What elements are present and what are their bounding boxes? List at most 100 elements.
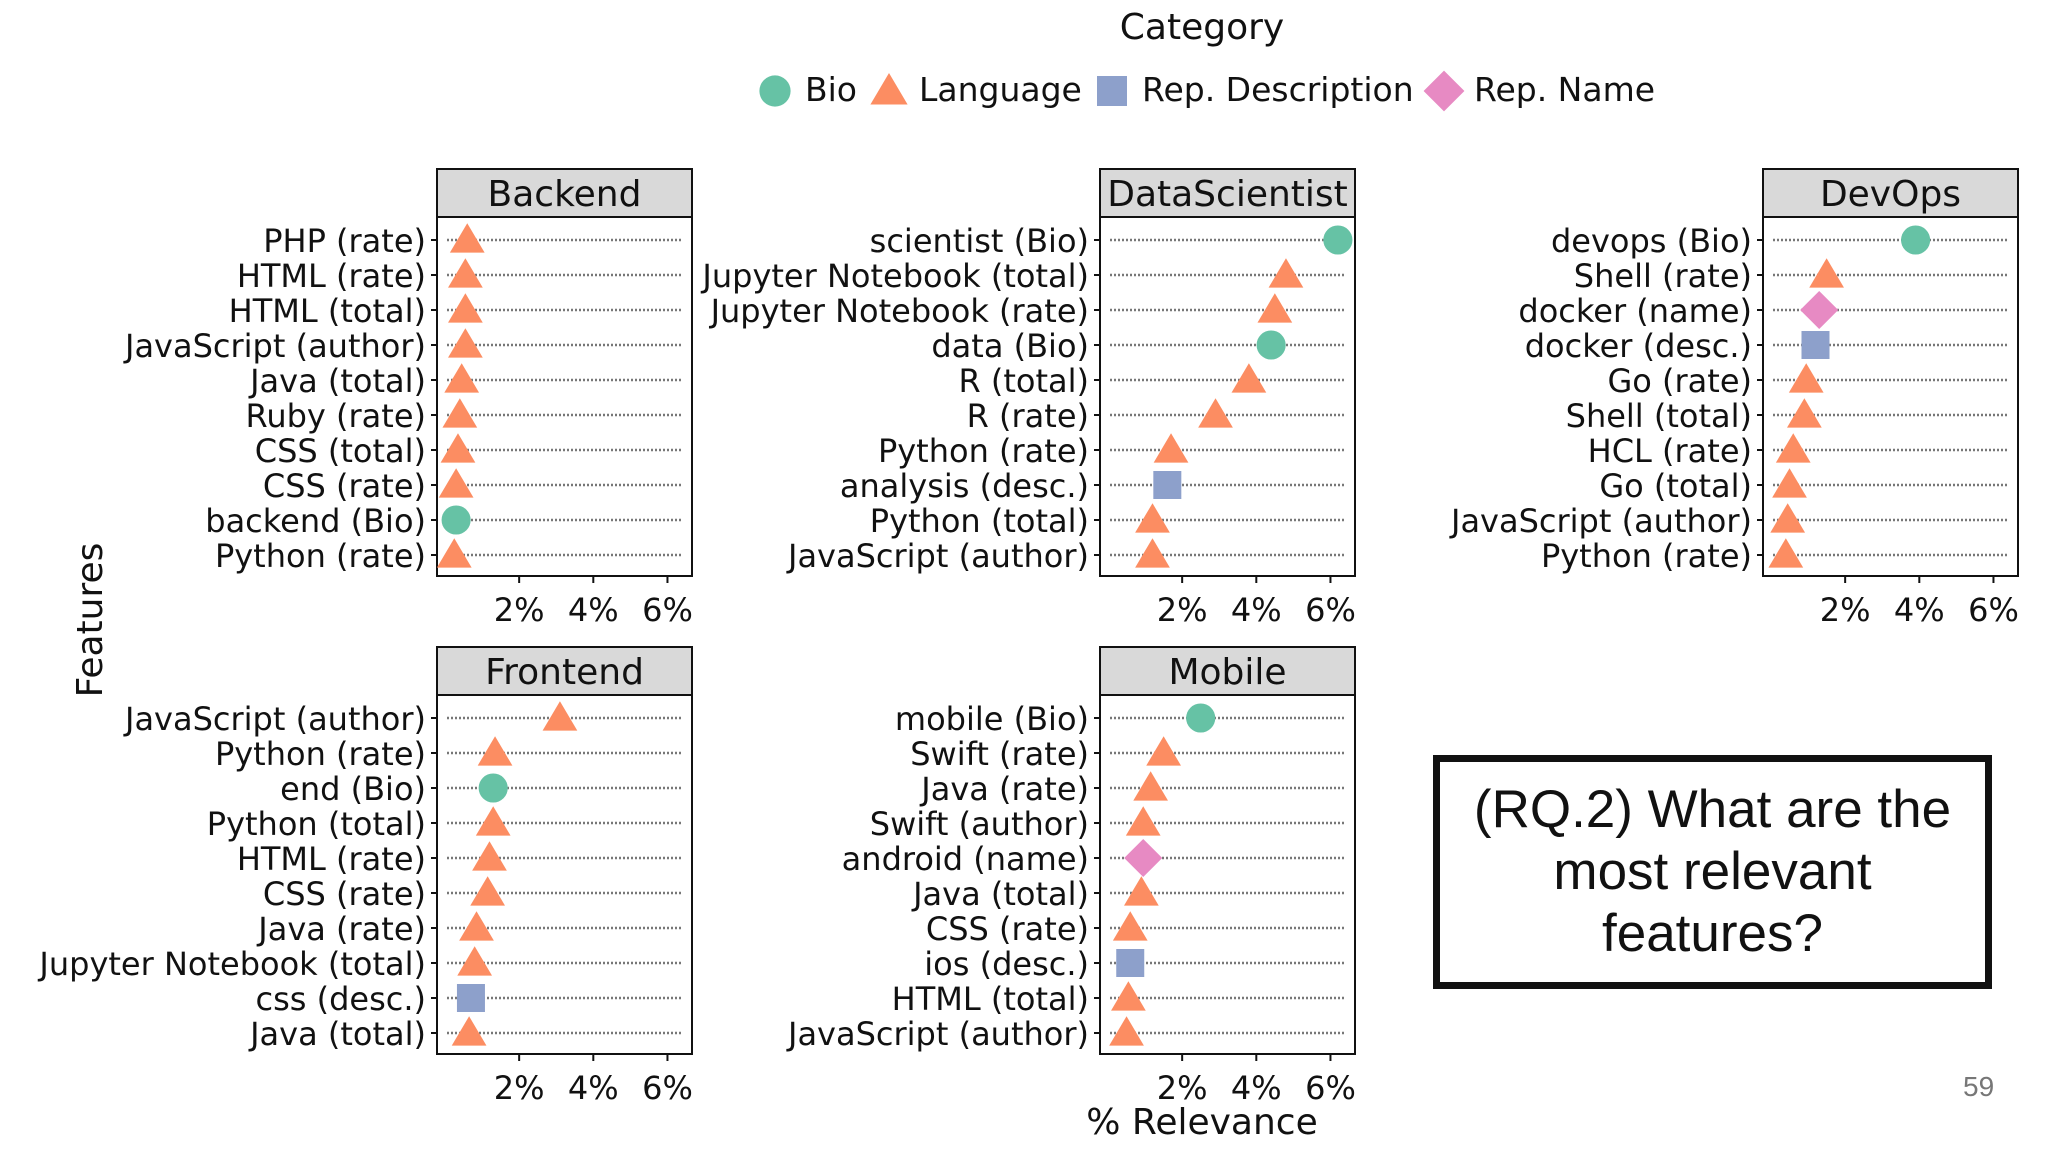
feature-label: docker (name) [1518, 292, 1752, 330]
legend-label: Language [919, 70, 1082, 109]
data-point [457, 946, 493, 976]
x-axis-label: % Relevance [1086, 1102, 1317, 1143]
panel-title: Mobile [1168, 652, 1286, 693]
feature-label: backend (Bio) [205, 502, 426, 540]
data-point [1323, 225, 1353, 255]
feature-label: analysis (desc.) [840, 467, 1089, 505]
data-point [1109, 1016, 1144, 1046]
x-tick-label: 2% [1820, 591, 1871, 629]
feature-label: Jupyter Notebook (rate) [709, 292, 1089, 330]
feature-label: Shell (rate) [1574, 257, 1752, 295]
data-point [438, 468, 474, 498]
feature-label: Java (rate) [256, 910, 426, 948]
panel-title: Backend [488, 174, 642, 215]
research-question-text: (RQ.2) What are the most relevant featur… [1473, 780, 1952, 963]
legend: Category Bio Language Rep. Description Rep. … [759, 7, 1655, 112]
data-point [441, 505, 471, 535]
data-point [1112, 911, 1148, 941]
feature-label: JavaScript (author) [123, 700, 426, 738]
feature-label: JavaScript (author) [786, 537, 1089, 575]
data-point [1116, 949, 1145, 977]
feature-label: Python (total) [207, 805, 426, 843]
data-point [456, 984, 485, 1012]
panel-strip [436, 168, 693, 218]
data-point [1231, 363, 1267, 393]
data-point [1135, 538, 1170, 568]
legend-marker [1097, 76, 1127, 106]
feature-label: PHP (rate) [263, 222, 426, 260]
data-point [1186, 703, 1216, 733]
data-point [1257, 293, 1293, 323]
data-point [1111, 981, 1146, 1011]
data-point [1146, 736, 1181, 766]
legend-marker [759, 75, 791, 107]
x-tick-label: 6% [1968, 591, 2019, 629]
data-point [459, 911, 494, 941]
legend-label: Rep. Name [1474, 70, 1655, 109]
x-tick-label: 2% [494, 591, 545, 629]
feature-label: Jupyter Notebook (total) [700, 257, 1089, 295]
data-point [478, 773, 508, 803]
panel-backend: Backend 2% 4% 6% PHP (rate)HTML (rate)HTML (… [123, 168, 693, 629]
data-point [1135, 503, 1170, 533]
feature-label: mobile (Bio) [895, 700, 1089, 738]
data-point [1768, 538, 1804, 568]
panel-title: DataScientist [1107, 174, 1348, 215]
data-point [1133, 771, 1168, 801]
data-point [1801, 331, 1830, 359]
data-point [1770, 503, 1806, 533]
panel-mobile: Mobile 2% 4% 6% mobile (Bio)Swift (rate) Java… [786, 646, 1356, 1107]
data-point [1772, 468, 1807, 498]
feature-label: android (name) [842, 840, 1089, 878]
feature-label: HCL (rate) [1588, 432, 1752, 470]
panel-frame [1762, 216, 2019, 577]
data-point [470, 876, 505, 906]
data-point [1125, 806, 1161, 836]
feature-label: Ruby (rate) [246, 397, 426, 435]
feature-label: end (Bio) [280, 770, 426, 808]
feature-label: CSS (rate) [263, 875, 426, 913]
feature-label: HTML (rate) [237, 257, 426, 295]
x-tick-label: 6% [642, 591, 693, 629]
feature-label: scientist (Bio) [870, 222, 1089, 260]
panel-frame [1099, 216, 1356, 577]
x-tick-label: 2% [1157, 591, 1208, 629]
data-point [1153, 433, 1189, 463]
feature-label: Python (rate) [215, 735, 426, 773]
legend-item-rep-description: Rep. Description [1097, 70, 1414, 109]
feature-label: Jupyter Notebook (total) [37, 945, 426, 983]
feature-label: Swift (rate) [910, 735, 1089, 773]
data-point [449, 223, 485, 253]
data-point [1809, 258, 1844, 288]
data-point [448, 258, 483, 288]
feature-label: css (desc.) [255, 980, 426, 1018]
feature-label: Go (total) [1599, 467, 1752, 505]
feature-label: Shell (total) [1566, 397, 1752, 435]
legend-marker [870, 73, 908, 105]
x-tick-label: 6% [1305, 1069, 1356, 1107]
feature-label: Swift (author) [870, 805, 1089, 843]
x-tick-label: 4% [568, 1069, 619, 1107]
x-tick-label: 2% [1157, 1069, 1208, 1107]
y-axis-label: Features [70, 543, 111, 698]
data-point [1800, 290, 1839, 330]
data-point [1198, 398, 1233, 428]
feature-label: data (Bio) [931, 327, 1089, 365]
feature-label: Java (total) [248, 362, 426, 400]
feature-label: docker (desc.) [1525, 327, 1752, 365]
feature-label: HTML (total) [229, 292, 426, 330]
feature-label: Python (rate) [1541, 537, 1752, 575]
data-point [436, 538, 472, 568]
x-tick-label: 4% [568, 591, 619, 629]
feature-label: Java (total) [248, 1015, 426, 1053]
feature-label: JavaScript (author) [1449, 502, 1752, 540]
feature-label: Go (rate) [1607, 362, 1752, 400]
legend-marker [1423, 70, 1465, 112]
feature-label: Python (rate) [215, 537, 426, 575]
data-point [1787, 398, 1822, 428]
x-tick-label: 4% [1231, 1069, 1282, 1107]
feature-label: Java (total) [911, 875, 1089, 913]
